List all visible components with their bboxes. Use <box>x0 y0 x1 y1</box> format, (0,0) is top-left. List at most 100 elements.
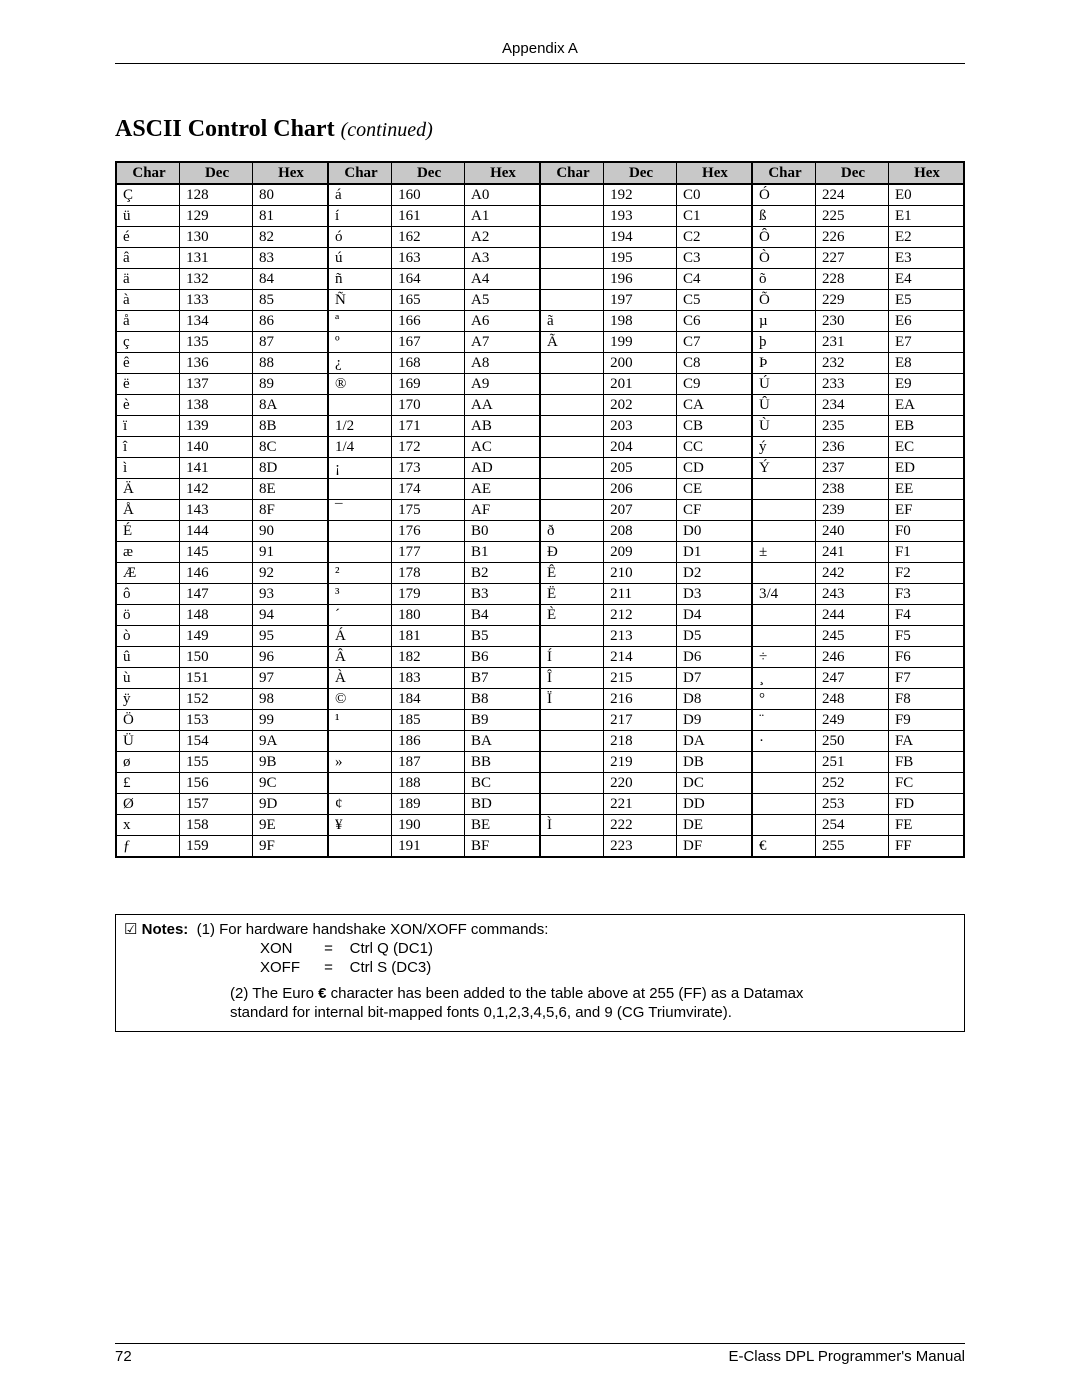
char-cell: Û <box>752 395 816 416</box>
hex-cell: C0 <box>676 184 751 206</box>
dec-cell: 246 <box>816 647 889 668</box>
dec-cell: 233 <box>816 374 889 395</box>
dec-cell: 133 <box>180 290 253 311</box>
hex-cell: B6 <box>465 647 540 668</box>
hex-cell: AB <box>465 416 540 437</box>
dec-cell: 167 <box>392 332 465 353</box>
table-row: ì1418D¡173AD205CDÝ237ED <box>116 458 964 479</box>
dec-cell: 175 <box>392 500 465 521</box>
dec-cell: 202 <box>604 395 677 416</box>
char-cell: Ð <box>540 542 604 563</box>
dec-cell: 203 <box>604 416 677 437</box>
table-row: Ö15399¹185B9217D9¨249F9 <box>116 710 964 731</box>
dec-cell: 134 <box>180 311 253 332</box>
char-cell: Æ <box>116 563 180 584</box>
char-cell <box>752 773 816 794</box>
char-cell: À <box>328 668 392 689</box>
hex-cell: 98 <box>253 689 328 710</box>
dec-cell: 142 <box>180 479 253 500</box>
char-cell: Ä <box>116 479 180 500</box>
dec-cell: 135 <box>180 332 253 353</box>
hex-cell: DD <box>676 794 751 815</box>
char-cell <box>752 479 816 500</box>
dec-cell: 147 <box>180 584 253 605</box>
hex-cell: AE <box>465 479 540 500</box>
hex-cell: C3 <box>676 248 751 269</box>
hex-cell: B4 <box>465 605 540 626</box>
dec-cell: 157 <box>180 794 253 815</box>
dec-cell: 153 <box>180 710 253 731</box>
dec-cell: 144 <box>180 521 253 542</box>
dec-cell: 249 <box>816 710 889 731</box>
hex-cell: D7 <box>676 668 751 689</box>
char-cell <box>328 521 392 542</box>
char-cell <box>540 458 604 479</box>
char-cell: · <box>752 731 816 752</box>
char-cell: å <box>116 311 180 332</box>
hex-cell: 86 <box>253 311 328 332</box>
dec-cell: 226 <box>816 227 889 248</box>
hex-cell: FD <box>888 794 964 815</box>
hex-cell: 81 <box>253 206 328 227</box>
dec-cell: 241 <box>816 542 889 563</box>
dec-cell: 224 <box>816 184 889 206</box>
dec-cell: 209 <box>604 542 677 563</box>
char-cell: 1/2 <box>328 416 392 437</box>
hex-cell: CA <box>676 395 751 416</box>
hex-cell: 9A <box>253 731 328 752</box>
notes-label: Notes: <box>142 921 189 940</box>
hex-cell: A9 <box>465 374 540 395</box>
dec-cell: 204 <box>604 437 677 458</box>
note2b: character has been added to the table ab… <box>331 985 804 1002</box>
char-cell: Ï <box>540 689 604 710</box>
char-cell: þ <box>752 332 816 353</box>
page-number: 72 <box>115 1348 132 1365</box>
char-cell: Ñ <box>328 290 392 311</box>
char-cell: ± <box>752 542 816 563</box>
char-cell: ù <box>116 668 180 689</box>
hex-cell: FA <box>888 731 964 752</box>
col-header: Dec <box>816 162 889 184</box>
char-cell: » <box>328 752 392 773</box>
char-cell <box>540 248 604 269</box>
char-cell: 3/4 <box>752 584 816 605</box>
hex-cell: E5 <box>888 290 964 311</box>
table-row: Å1438F¯175AF207CF239EF <box>116 500 964 521</box>
hex-cell: E0 <box>888 184 964 206</box>
table-row: ï1398B1/2171AB203CBÙ235EB <box>116 416 964 437</box>
char-cell <box>752 563 816 584</box>
char-cell: á <box>328 184 392 206</box>
page-footer: 72 E-Class DPL Programmer's Manual <box>115 1343 965 1365</box>
table-row: û15096Â182B6Í214D6÷246F6 <box>116 647 964 668</box>
col-header: Char <box>540 162 604 184</box>
char-cell: â <box>116 248 180 269</box>
dec-cell: 174 <box>392 479 465 500</box>
dec-cell: 189 <box>392 794 465 815</box>
dec-cell: 235 <box>816 416 889 437</box>
dec-cell: 131 <box>180 248 253 269</box>
hex-cell: D0 <box>676 521 751 542</box>
dec-cell: 130 <box>180 227 253 248</box>
dec-cell: 166 <box>392 311 465 332</box>
col-header: Hex <box>888 162 964 184</box>
dec-cell: 208 <box>604 521 677 542</box>
char-cell: ƒ <box>116 836 180 858</box>
hex-cell: C7 <box>676 332 751 353</box>
hex-cell: AD <box>465 458 540 479</box>
dec-cell: 250 <box>816 731 889 752</box>
char-cell: ý <box>752 437 816 458</box>
char-cell: ü <box>116 206 180 227</box>
char-cell: ç <box>116 332 180 353</box>
hex-cell: C2 <box>676 227 751 248</box>
char-cell: õ <box>752 269 816 290</box>
hex-cell: AA <box>465 395 540 416</box>
hex-cell: D9 <box>676 710 751 731</box>
dec-cell: 218 <box>604 731 677 752</box>
hex-cell: B2 <box>465 563 540 584</box>
hex-cell: EA <box>888 395 964 416</box>
table-row: æ14591177B1Ð209D1±241F1 <box>116 542 964 563</box>
check-icon: ☑ <box>124 921 137 940</box>
hex-cell: ED <box>888 458 964 479</box>
title-suffix: (continued) <box>341 119 433 141</box>
dec-cell: 253 <box>816 794 889 815</box>
